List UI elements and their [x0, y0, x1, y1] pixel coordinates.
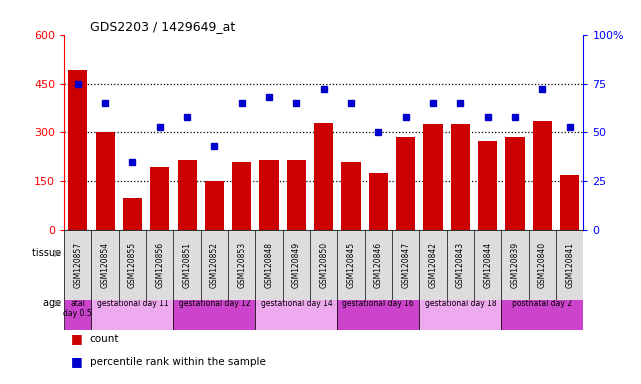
Bar [478, 141, 497, 230]
Bar [369, 173, 388, 230]
Bar [150, 167, 169, 230]
Text: ■: ■ [71, 332, 82, 345]
Text: age: age [43, 298, 64, 308]
FancyBboxPatch shape [92, 230, 119, 300]
Text: gestational day 18: gestational day 18 [424, 299, 496, 308]
Bar [205, 182, 224, 230]
Bar [68, 71, 87, 230]
FancyBboxPatch shape [64, 230, 92, 300]
FancyBboxPatch shape [255, 276, 337, 330]
Text: GSM120854: GSM120854 [101, 242, 110, 288]
Text: GSM120841: GSM120841 [565, 242, 574, 288]
FancyBboxPatch shape [419, 276, 501, 330]
Text: GSM120849: GSM120849 [292, 242, 301, 288]
Text: gestational day 11: gestational day 11 [97, 299, 168, 308]
FancyBboxPatch shape [119, 230, 146, 300]
Text: GDS2203 / 1429649_at: GDS2203 / 1429649_at [90, 20, 235, 33]
Bar [287, 160, 306, 230]
FancyBboxPatch shape [501, 230, 529, 300]
Text: GSM120855: GSM120855 [128, 242, 137, 288]
Text: count: count [90, 334, 119, 344]
Text: GSM120857: GSM120857 [73, 242, 82, 288]
Text: GSM120840: GSM120840 [538, 242, 547, 288]
Bar [178, 160, 197, 230]
Text: GSM120844: GSM120844 [483, 242, 492, 288]
FancyBboxPatch shape [228, 230, 255, 300]
FancyBboxPatch shape [556, 230, 583, 300]
FancyBboxPatch shape [365, 230, 392, 300]
FancyBboxPatch shape [255, 230, 283, 300]
Text: ■: ■ [71, 355, 82, 368]
Text: GSM120842: GSM120842 [429, 242, 438, 288]
FancyBboxPatch shape [64, 230, 92, 276]
Text: ovary: ovary [326, 249, 349, 258]
Bar [533, 121, 552, 230]
Text: GSM120853: GSM120853 [237, 242, 246, 288]
FancyBboxPatch shape [146, 230, 174, 300]
Bar [506, 137, 524, 230]
Text: GSM120845: GSM120845 [347, 242, 356, 288]
Bar [96, 132, 115, 230]
Text: GSM120846: GSM120846 [374, 242, 383, 288]
FancyBboxPatch shape [92, 230, 583, 276]
Bar [424, 124, 442, 230]
Bar [342, 162, 361, 230]
Text: postnatal day 2: postnatal day 2 [512, 299, 572, 308]
FancyBboxPatch shape [174, 230, 201, 300]
Bar [232, 162, 251, 230]
Text: postn
atal
day 0.5: postn atal day 0.5 [63, 288, 92, 318]
FancyBboxPatch shape [529, 230, 556, 300]
FancyBboxPatch shape [501, 276, 583, 330]
FancyBboxPatch shape [92, 276, 174, 330]
FancyBboxPatch shape [283, 230, 310, 300]
Text: tissue: tissue [32, 248, 64, 258]
FancyBboxPatch shape [337, 230, 365, 300]
FancyBboxPatch shape [337, 276, 419, 330]
Text: GSM120852: GSM120852 [210, 242, 219, 288]
Bar [451, 124, 470, 230]
Text: GSM120847: GSM120847 [401, 242, 410, 288]
Text: GSM120856: GSM120856 [155, 242, 164, 288]
Text: GSM120843: GSM120843 [456, 242, 465, 288]
Text: GSM120848: GSM120848 [265, 242, 274, 288]
FancyBboxPatch shape [201, 230, 228, 300]
Bar [314, 123, 333, 230]
Text: gestational day 14: gestational day 14 [260, 299, 332, 308]
Bar [260, 160, 279, 230]
Bar [123, 198, 142, 230]
Text: gestational day 16: gestational day 16 [342, 299, 414, 308]
FancyBboxPatch shape [474, 230, 501, 300]
FancyBboxPatch shape [419, 230, 447, 300]
Bar [560, 175, 579, 230]
FancyBboxPatch shape [392, 230, 419, 300]
FancyBboxPatch shape [64, 276, 92, 330]
Bar [396, 137, 415, 230]
Text: percentile rank within the sample: percentile rank within the sample [90, 357, 265, 367]
Text: GSM120851: GSM120851 [183, 242, 192, 288]
Text: refere
nce: refere nce [65, 244, 90, 263]
FancyBboxPatch shape [447, 230, 474, 300]
FancyBboxPatch shape [174, 276, 255, 330]
FancyBboxPatch shape [310, 230, 337, 300]
Text: gestational day 12: gestational day 12 [179, 299, 250, 308]
Text: GSM120839: GSM120839 [510, 242, 519, 288]
Text: GSM120850: GSM120850 [319, 242, 328, 288]
